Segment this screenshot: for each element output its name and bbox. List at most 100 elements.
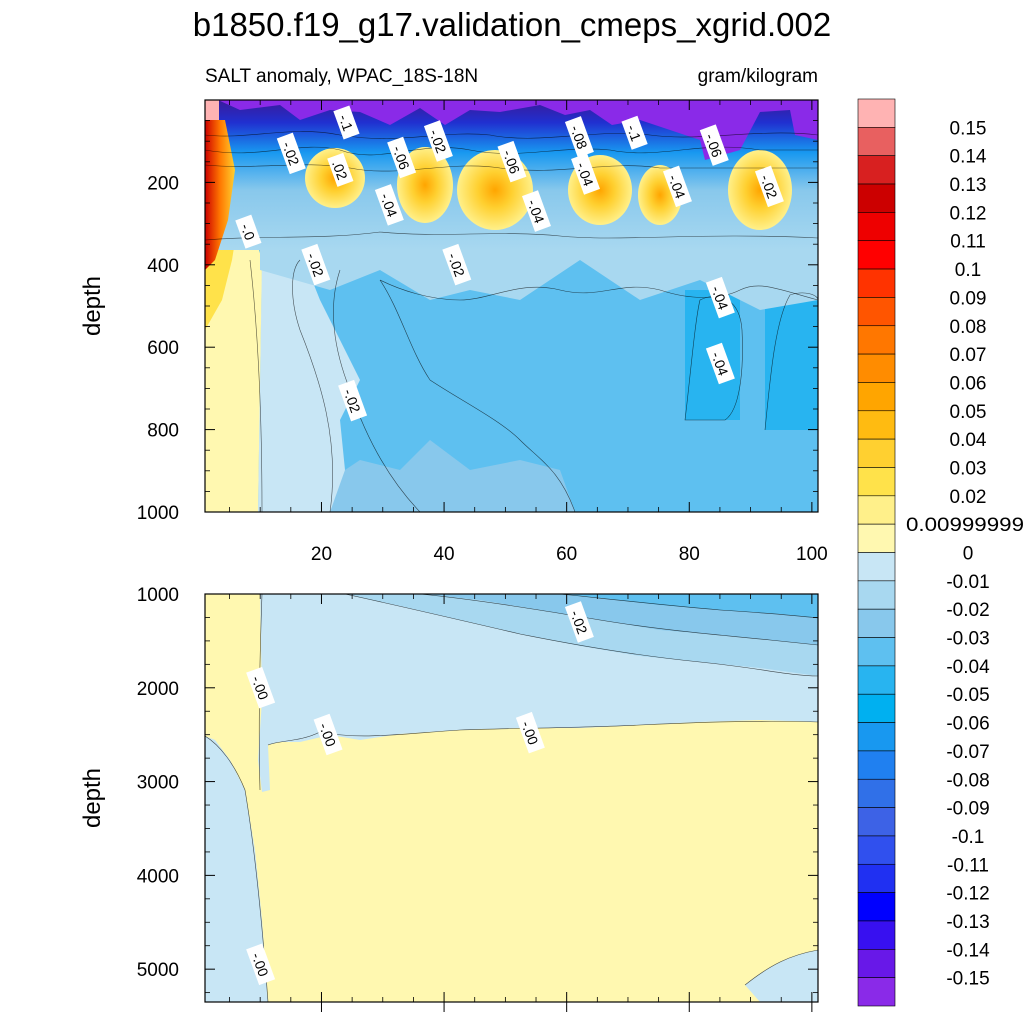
top-east-deep-blue-2	[765, 290, 818, 430]
contour-label-text: -.06	[500, 148, 523, 176]
colorbar-swatch	[857, 155, 896, 185]
colorbar-label: 0.06	[950, 373, 987, 394]
colorbar-swatch	[857, 977, 896, 1007]
colorbar-label: 0.00999999	[906, 515, 1024, 536]
colorbar-label: -0.11	[947, 855, 989, 876]
colorbar-label: 0.03	[950, 458, 987, 479]
contour-label-text: -.04	[708, 284, 731, 312]
bottom-band-neg04	[560, 594, 818, 618]
colorbar-label: -0.14	[946, 940, 990, 961]
contour-label: -.1	[333, 105, 360, 140]
colorbar-swatch	[857, 580, 896, 610]
contour-label: -.00	[246, 666, 276, 709]
contour-label-bg	[662, 165, 692, 208]
contour-label: -.08	[564, 116, 594, 158]
contour-label-text: -.02	[445, 251, 468, 279]
contour-label-text: -.02	[340, 387, 363, 415]
colorbar-swatch	[857, 552, 896, 582]
contour-label: -.06	[497, 140, 527, 183]
contour-label-bg	[754, 165, 784, 208]
colorbar-label: 0.14	[950, 147, 987, 168]
contour-label-bg	[515, 711, 545, 754]
contour-label-bg	[276, 132, 306, 175]
bottom-panel-plot	[205, 594, 818, 1002]
contour-label: -.04	[522, 190, 551, 232]
colorbar-swatch	[857, 268, 896, 298]
colorbar-swatch	[857, 949, 896, 978]
colorbar-swatch	[857, 722, 896, 752]
contour-label: -.04	[705, 276, 735, 319]
contour-label-bg	[564, 601, 594, 643]
units-label: gram/kilogram	[698, 66, 818, 87]
colorbar-label: -0.07	[946, 742, 989, 763]
contour-label-bg	[442, 243, 472, 286]
contour-label: -.02	[338, 379, 368, 422]
contour-label-text: -.00	[518, 719, 541, 747]
colorbar-label: -0.08	[946, 770, 989, 791]
colorbar-swatch	[857, 240, 896, 270]
colorbar-swatch	[857, 127, 896, 156]
y-tick-label: 800	[147, 421, 179, 442]
contour-label: .02	[327, 152, 354, 187]
top-mid-band	[260, 250, 818, 310]
colorbar-label: -0.15	[946, 969, 989, 990]
contour-label-text: -.04	[708, 350, 731, 378]
y-tick-label: 4000	[137, 866, 179, 887]
contour-label-bg	[246, 666, 276, 709]
colorbar-swatch	[857, 495, 896, 525]
colorbar-swatch	[857, 750, 896, 780]
contour-label-bg	[387, 136, 417, 179]
colorbar-label: 0	[963, 544, 974, 565]
colorbar-label: -0.1	[952, 827, 985, 848]
y-tick-label: 400	[147, 256, 179, 277]
colorbar-swatch	[857, 212, 896, 242]
warm-blob-6	[728, 150, 792, 230]
chart-title: b1850.f19_g17.validation_cmeps_xgrid.002	[193, 6, 831, 43]
colorbar-label: 0.09	[950, 288, 987, 309]
colorbar-label: -0.02	[946, 600, 989, 621]
contour-label: -.1	[621, 115, 648, 150]
colorbar-label: -0.13	[946, 912, 989, 933]
contour-label-text: -.02	[757, 172, 780, 200]
colorbar-swatch	[857, 467, 896, 497]
colorbar-swatch	[857, 863, 896, 893]
colorbar-label: 0.13	[950, 175, 987, 196]
colorbar-swatch	[857, 183, 896, 213]
contour-label: -.06	[387, 136, 417, 179]
y-tick-label: 1000	[137, 503, 179, 524]
colorbar-swatch	[857, 353, 896, 383]
contour-label-text: -.02	[279, 139, 302, 167]
colorbar-label: 0.12	[950, 203, 987, 224]
contour-label-text: -.06	[702, 131, 725, 159]
colorbar-label: -0.09	[946, 799, 989, 820]
colorbar-swatch	[857, 410, 896, 440]
colorbar: 0.15 0.14 0.13 0.12 0.11 0.1 0.09 0.08 0.07 0.06 0…	[857, 98, 1024, 1007]
colorbar-swatch	[857, 438, 896, 468]
contour-label-text: -.04	[665, 172, 688, 200]
bottom-contour-labels: -.02 -.00 -.00 -.00 -.00	[246, 601, 594, 986]
x-tick-label: 60	[556, 544, 577, 565]
contour-label-bg	[497, 140, 527, 183]
contour-label-text: -.06	[390, 144, 413, 172]
top-axis-ticks: 200 400 600 800 1000	[137, 100, 818, 524]
contour-label-bg	[621, 115, 648, 150]
contour-label: -.04	[705, 342, 735, 385]
colorbar-label: -0.12	[946, 884, 989, 905]
contour-label-bg	[313, 713, 343, 756]
contour-label-text: .02	[329, 158, 351, 182]
contour-label: -.04	[571, 153, 601, 195]
colorbar-swatch	[857, 637, 896, 667]
contour-label-bg	[338, 379, 368, 422]
colorbar-label: -0.06	[946, 714, 989, 735]
y-tick-label: 2000	[137, 679, 179, 700]
contour-label: -.02	[301, 243, 331, 286]
colorbar-label: 0.02	[950, 487, 987, 508]
colorbar-label: 0.11	[950, 232, 986, 253]
contour-label: -.02	[754, 165, 784, 208]
y-tick-label: 200	[147, 173, 179, 194]
colorbar-swatch	[857, 382, 896, 412]
colorbar-swatch	[857, 920, 896, 950]
x-tick-label: 100	[796, 544, 828, 565]
contour-label-text: -.00	[249, 674, 272, 702]
